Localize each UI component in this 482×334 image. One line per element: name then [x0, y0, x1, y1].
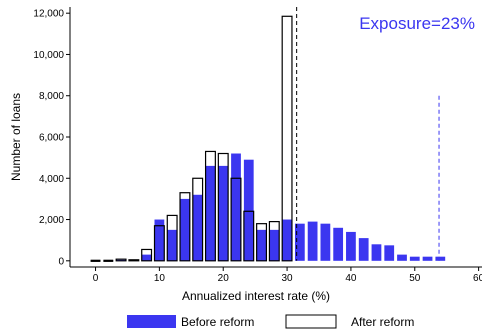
bar-after: [179, 192, 191, 262]
exposure-annotation: Exposure=23%: [359, 14, 475, 33]
after-reform-bars: [90, 15, 293, 262]
bar-before: [333, 227, 344, 261]
x-tick-label: 30: [282, 273, 294, 284]
bar-before: [307, 221, 318, 261]
x-tick-label: 60: [473, 273, 482, 284]
bar-after: [204, 150, 216, 262]
x-tick-label: 40: [345, 273, 357, 284]
bar-before: [180, 198, 190, 261]
legend-label-after: After reform: [351, 315, 414, 329]
x-tick-label: 0: [93, 273, 99, 284]
x-tick-label: 10: [154, 273, 166, 284]
y-axis-title: Number of loans: [9, 93, 23, 181]
bar-before: [346, 231, 356, 261]
bar-before: [358, 238, 369, 261]
legend-swatch-after: [285, 314, 337, 329]
bar-before: [397, 254, 407, 261]
bar-after: [268, 221, 280, 262]
bar-before: [269, 229, 280, 261]
legend-swatch-before: [127, 315, 176, 328]
x-tick-label: 50: [409, 273, 421, 284]
bar-before: [231, 153, 241, 261]
bar-after: [128, 259, 140, 262]
bar-after: [243, 210, 255, 262]
bar-after: [153, 225, 165, 262]
bar-before: [320, 223, 331, 261]
bar-after: [256, 223, 268, 262]
bar-before: [154, 219, 165, 261]
bar-before: [218, 165, 229, 261]
bar-after: [230, 177, 242, 262]
bar-after: [192, 177, 204, 262]
bar-after: [217, 152, 229, 262]
x-axis-title: Annualized interest rate (%): [182, 289, 330, 303]
bar-after: [166, 214, 178, 262]
y-tick-label: 2,000: [39, 215, 64, 226]
bar-before: [205, 165, 216, 261]
bar-before: [422, 256, 433, 261]
y-tick-label: 4,000: [39, 174, 64, 185]
bar-after: [115, 258, 127, 262]
y-tick-label: 8,000: [39, 91, 64, 102]
y-tick-label: 0: [58, 256, 64, 267]
bar-before: [256, 229, 267, 261]
axes: 0 2,000 4,000 6,000 8,000 10,000 12,000 0 10 20 30…: [33, 7, 482, 284]
y-tick-label: 12,000: [33, 9, 64, 20]
y-tick-label: 10,000: [33, 50, 64, 61]
bar-after: [141, 248, 153, 262]
bar-before: [435, 256, 446, 261]
cutoff-lines: [296, 7, 440, 261]
bar-before: [384, 245, 395, 261]
bar-before: [192, 194, 203, 261]
bar-after: [281, 15, 293, 262]
y-tick-label: 6,000: [39, 133, 64, 144]
bar-before: [371, 244, 382, 261]
before-reform-bars: [90, 153, 446, 262]
x-tick-label: 20: [218, 273, 230, 284]
bar-before: [141, 254, 152, 261]
bar-before: [409, 256, 420, 261]
bar-before: [294, 223, 305, 261]
bar-before: [282, 219, 292, 261]
bar-before: [243, 159, 254, 261]
legend-label-before: Before reform: [181, 315, 254, 329]
legend: Before reform After reform: [127, 314, 414, 329]
bar-before: [167, 229, 178, 261]
